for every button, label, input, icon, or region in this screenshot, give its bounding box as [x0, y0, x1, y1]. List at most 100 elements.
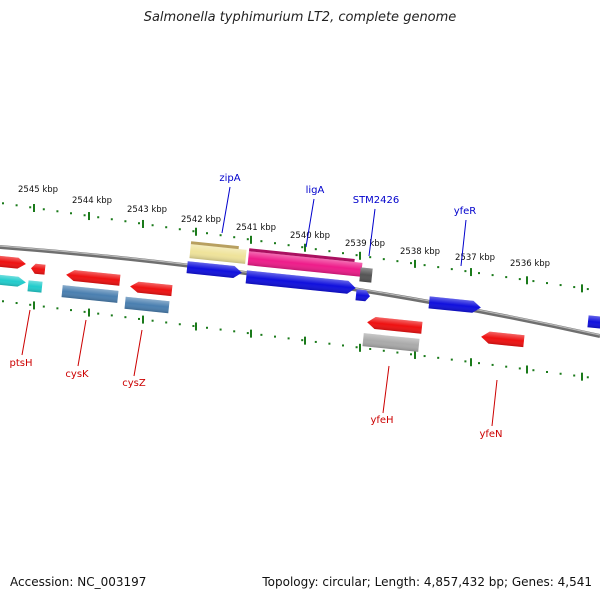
lower-tick-track-dot: [410, 353, 412, 356]
label-yfeR: yfeR: [454, 206, 477, 217]
lower-tick-track-dot: [314, 340, 317, 343]
scale-label: 2542 kbp: [181, 215, 221, 225]
upper-tick-track-dot: [246, 238, 249, 241]
lower-tick-track-dot: [559, 372, 562, 375]
gene-blue-3-shading: [355, 289, 370, 302]
lower-tick-track-dot: [124, 316, 127, 319]
gene-cyan-1: [0, 274, 26, 287]
gene-ligA: [247, 248, 363, 277]
lower-tick-track-dot: [97, 312, 100, 315]
label-ptsH-leader: [21, 309, 31, 356]
gene-red-left-2: [31, 263, 46, 275]
scale-label: 2538 kbp: [400, 247, 440, 257]
upper-tick-track-dot: [192, 230, 195, 233]
upper-tick-track-dot: [573, 286, 576, 289]
gene-red-left-1-shading: [0, 255, 26, 269]
label-yfeN-leader: [491, 379, 498, 427]
lower-tick-track-dot: [29, 303, 32, 306]
lower-tick-track-dot: [219, 328, 222, 331]
lower-tick-track-dot: [546, 370, 548, 373]
lower-tick-track-dot: [342, 344, 344, 347]
gene-features-layer: [0, 241, 600, 352]
upper-tick-track-dot: [423, 264, 426, 267]
lower-tick-track-dot: [70, 309, 72, 312]
upper-tick-track-dot: [437, 266, 440, 269]
upper-tick-track-dot: [328, 250, 331, 253]
gene-blue-edge-shading: [587, 315, 600, 329]
lower-tick-track-dot: [151, 319, 154, 322]
lower-tick-track-dot: [2, 300, 4, 303]
upper-tick-track-dot: [110, 218, 113, 221]
lower-tick-track-dot: [165, 321, 168, 324]
upper-tick-track-dot: [369, 256, 372, 259]
upper-tick-track-dot: [505, 276, 508, 279]
label-ptsH: ptsH: [10, 358, 33, 369]
gene-cysZ: [124, 296, 170, 314]
lower-tick-track-dot: [382, 349, 385, 352]
label-ligA: ligA: [306, 185, 325, 196]
gene-ligA-top-band: [249, 248, 355, 263]
upper-tick-track-dot: [233, 236, 236, 239]
lower-tick-track-dot: [573, 374, 576, 377]
label-ligA-leader: [305, 198, 315, 248]
upper-tick-track-dot: [219, 234, 222, 237]
label-cysZ-leader: [133, 329, 143, 377]
upper-tick-track-dot: [260, 240, 263, 243]
gene-cysK-upper-shading: [66, 270, 121, 286]
scale-label: 2539 kbp: [345, 239, 385, 249]
upper-tick-track-dot: [491, 274, 494, 277]
lower-tick-track-dot: [396, 351, 399, 354]
label-cysK-leader: [77, 319, 87, 367]
upper-tick-track-dot: [314, 248, 317, 251]
upper-tick-track-dot: [287, 244, 290, 247]
lower-tick-track-dot: [478, 362, 480, 365]
label-zipA: zipA: [219, 173, 240, 184]
lower-tick-track-dot: [274, 335, 276, 338]
upper-tick-track-dot: [518, 278, 521, 281]
lower-tick-track-dot: [437, 356, 440, 359]
upper-tick-track-dot: [478, 272, 480, 275]
upper-tick-track-dot: [151, 224, 154, 227]
gene-cysK-upper: [66, 270, 121, 286]
gene-cysK-shading: [61, 285, 119, 303]
lower-tick-track-dot: [178, 323, 181, 326]
gene-yfeN: [481, 331, 525, 348]
gene-cysZ-upper: [130, 281, 173, 297]
lower-tick-track-dot: [355, 346, 358, 349]
gene-yfeH-upper-shading: [367, 317, 423, 334]
gene-yfeH-upper: [367, 317, 423, 334]
lower-tick-track-dot: [532, 369, 535, 372]
gene-blue-2-shading: [245, 270, 356, 294]
gene-red-left-1: [0, 255, 26, 269]
gene-ligA-shading: [247, 251, 363, 277]
lower-tick-track-dot: [15, 302, 18, 305]
lower-tick-track-dot: [369, 347, 372, 350]
scale-label: 2545 kbp: [18, 185, 58, 195]
gene-blue-edge: [587, 315, 600, 329]
gene-cysZ-shading: [124, 296, 170, 314]
upper-tick-track-dot: [56, 210, 59, 213]
gene-red-left-2-shading: [31, 263, 46, 275]
gene-cyan-1-shading: [0, 274, 26, 287]
upper-tick-track-dot: [382, 258, 385, 261]
gene-cysK: [61, 285, 119, 303]
label-zipA-leader: [221, 186, 231, 234]
upper-tick-track-dot: [464, 270, 467, 273]
lower-tick-track-dot: [260, 333, 263, 336]
label-STM2426: STM2426: [353, 195, 400, 206]
scale-label: 2537 kbp: [455, 253, 495, 263]
upper-tick-track-dot: [124, 220, 127, 223]
upper-tick-track-dot: [355, 254, 358, 257]
gene-cyan-2: [27, 280, 43, 293]
lower-tick-track-dot: [42, 305, 45, 308]
lower-tick-track-dot: [301, 339, 304, 342]
lower-tick-track-dot: [83, 310, 86, 313]
scale-label: 2541 kbp: [236, 223, 276, 233]
upper-tick-track-dot: [274, 242, 276, 245]
gene-STM2426-cap: [359, 267, 373, 283]
upper-tick-track-dot: [532, 280, 535, 283]
gene-cysZ-upper-shading: [130, 281, 173, 297]
map-title: Salmonella typhimurium LT2, complete gen…: [143, 10, 457, 25]
lower-tick-track-dot: [56, 307, 59, 310]
lower-tick-track-dot: [246, 332, 249, 335]
